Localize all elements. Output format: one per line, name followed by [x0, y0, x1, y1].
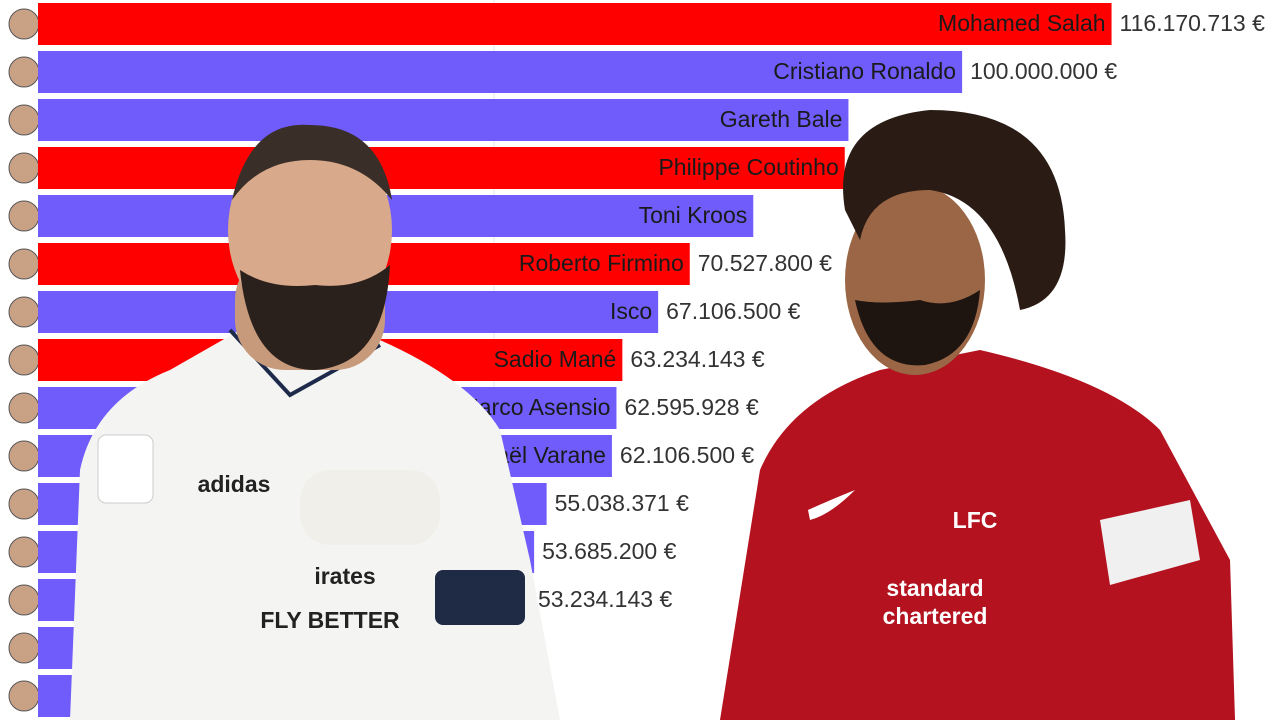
player-photo-left: irates FLY BETTER adidas: [70, 124, 560, 720]
avatar: [8, 488, 40, 520]
bar: [38, 147, 845, 189]
bar: [38, 51, 963, 93]
avatar: [8, 248, 40, 280]
avatar: [8, 104, 40, 136]
avatar: [8, 344, 40, 376]
shirt-crest: LFC: [953, 507, 998, 533]
bar-label: Roberto Firmino: [519, 250, 684, 276]
shirt-sponsor-sub: FLY BETTER: [260, 607, 400, 633]
avatar: [8, 584, 40, 616]
bar: [38, 3, 1112, 45]
avatar: [8, 8, 40, 40]
value-label: 63.234.143 €: [630, 346, 765, 372]
value-label: 53.685.200 €: [542, 538, 677, 564]
player-photo-right: standard chartered LFC: [720, 110, 1235, 720]
bar-label: Gareth Bale: [720, 106, 843, 132]
avatar: [8, 680, 40, 712]
avatar: [8, 296, 40, 328]
avatar: [8, 392, 40, 424]
shirt-sponsor-sub: chartered: [883, 603, 988, 629]
bar-label: Cristiano Ronaldo: [773, 58, 956, 84]
bar: [38, 195, 754, 237]
bar: [38, 99, 849, 141]
bar-label: Isco: [610, 298, 652, 324]
value-label: 53.234.143 €: [538, 586, 673, 612]
value-label: 67.106.500 €: [666, 298, 801, 324]
bar-label: Toni Kroos: [639, 202, 748, 228]
value-label: 62.595.928 €: [624, 394, 759, 420]
avatar: [8, 536, 40, 568]
bar-label: Philippe Coutinho: [658, 154, 838, 180]
bar-label: Sadio Mané: [494, 346, 617, 372]
value-label: 70.527.800 €: [698, 250, 833, 276]
value-label: 116.170.713 €: [1120, 10, 1266, 36]
shirt-sponsor: irates: [314, 563, 375, 589]
bar-label: Mohamed Salah: [938, 10, 1106, 36]
avatar: [8, 440, 40, 472]
value-label: 62.106.500 €: [620, 442, 755, 468]
shirt-brand: adidas: [198, 471, 271, 497]
avatar: [8, 152, 40, 184]
value-label: 100.000.000 €: [970, 58, 1117, 84]
avatar: [8, 200, 40, 232]
value-label: 55.038.371 €: [555, 490, 690, 516]
avatar: [8, 56, 40, 88]
avatar: [8, 632, 40, 664]
shirt-sponsor: standard: [886, 575, 983, 601]
